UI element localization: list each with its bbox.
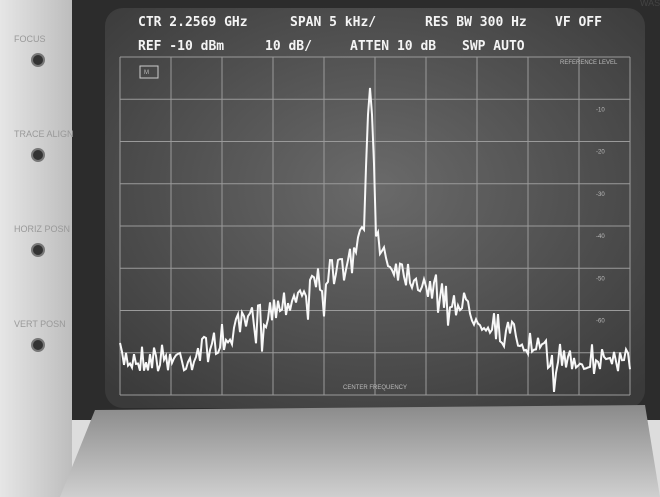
photo: WASP R FOCUS TRACE ALIGN HORIZ POSN VERT PO… xyxy=(0,0,660,497)
center-label: CENTER FREQUENCY xyxy=(343,385,407,391)
knob xyxy=(32,339,44,351)
knob-label: HORIZ POSN xyxy=(14,224,70,234)
header-text: SWP AUTO xyxy=(462,39,525,54)
page: WASP R FOCUS TRACE ALIGN HORIZ POSN VERT PO… xyxy=(0,0,660,497)
scale-label: -30 xyxy=(596,192,605,198)
header-text: RES BW 300 Hz xyxy=(425,15,527,30)
scale-label: -20 xyxy=(596,150,605,156)
marker-text: M xyxy=(144,70,149,76)
header-text: REF -10 dBm xyxy=(138,39,224,54)
header-text: CTR 2.2569 GHz xyxy=(138,15,248,30)
scale-label: -40 xyxy=(596,234,605,240)
bottom-bezel xyxy=(60,405,660,497)
scale-label: -60 xyxy=(596,319,605,325)
header-text: VF OFF xyxy=(555,15,602,30)
knob xyxy=(32,54,44,66)
knob xyxy=(32,244,44,256)
scale-label: -50 xyxy=(596,276,605,282)
knob-label: FOCUS xyxy=(14,34,46,44)
header-text: 10 dB/ xyxy=(265,39,312,54)
knob xyxy=(32,149,44,161)
reference-label: REFERENCE LEVEL xyxy=(560,60,618,66)
knob-label: TRACE ALIGN xyxy=(14,129,74,139)
corner-label: WASP R xyxy=(640,0,660,8)
header-text: ATTEN 10 dB xyxy=(350,39,436,54)
knob-label: VERT POSN xyxy=(14,319,66,329)
header-text: SPAN 5 kHz/ xyxy=(290,15,376,30)
scale-label: -10 xyxy=(596,107,605,113)
